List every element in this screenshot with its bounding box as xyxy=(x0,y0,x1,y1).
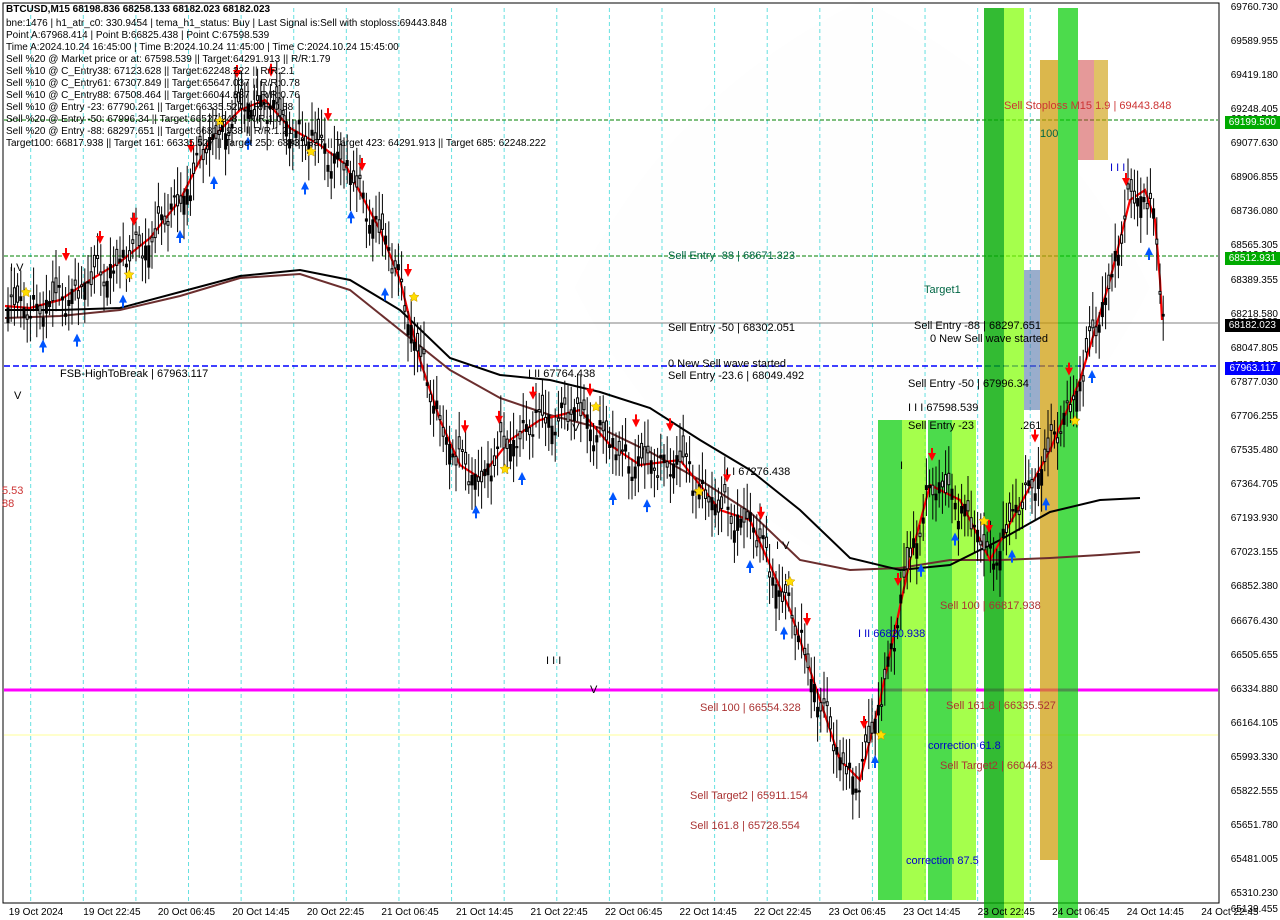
info-line: Sell %20 @ Entry -50: 67996.34 || Target… xyxy=(6,114,288,125)
info-line: bne:1476 | h1_atr_c0: 330.9454 | tema_h1… xyxy=(6,18,447,29)
y-axis-tick: 66852.380 xyxy=(1231,581,1278,592)
y-axis-tick: 66334.880 xyxy=(1231,684,1278,695)
y-axis-tick: 65481.005 xyxy=(1231,854,1278,865)
y-axis-tick: 66505.655 xyxy=(1231,650,1278,661)
x-axis-tick: 19 Oct 2024 xyxy=(9,907,63,918)
y-axis-tick: 69760.730 xyxy=(1231,2,1278,13)
y-axis-tick: 66676.430 xyxy=(1231,616,1278,627)
y-axis-tick: 67193.930 xyxy=(1231,513,1278,524)
y-axis-tick: 68906.855 xyxy=(1231,172,1278,183)
y-axis-tick: 67023.155 xyxy=(1231,547,1278,558)
y-axis-tick: 69077.630 xyxy=(1231,138,1278,149)
info-line: Target100: 66817.938 || Target 161: 6633… xyxy=(6,138,546,149)
chart-annotation: Sell 100 | 66554.328 xyxy=(700,702,801,714)
chart-annotation: I I I xyxy=(546,655,561,667)
chart-annotation: 88 xyxy=(2,498,14,510)
chart-annotation: Sell 100 | 66817.938 xyxy=(940,600,1041,612)
y-axis-tick: 69589.955 xyxy=(1231,36,1278,47)
y-axis-tick: 65310.230 xyxy=(1231,888,1278,899)
x-axis-tick: 22 Oct 14:45 xyxy=(680,907,737,918)
chart-annotation: Sell 161.8 | 65728.554 xyxy=(690,820,800,832)
chart-annotation: I I I xyxy=(1110,162,1125,174)
chart-annotation: Target1 xyxy=(924,284,961,296)
x-axis-tick: 20 Oct 06:45 xyxy=(158,907,215,918)
price-tag: 69199.500 xyxy=(1225,116,1280,129)
x-axis-tick: 23 Oct 22:45 xyxy=(978,907,1035,918)
chart-annotation: Sell Entry -50 | 68302.051 xyxy=(668,322,795,334)
chart-annotation: Sell Entry -23 xyxy=(908,420,974,432)
y-axis-tick: 67364.705 xyxy=(1231,479,1278,490)
chart-annotation: Sell Target2 | 65911.154 xyxy=(690,790,808,802)
chart-annotation: 0 New Sell wave started xyxy=(930,333,1048,345)
y-axis-tick: 65822.555 xyxy=(1231,786,1278,797)
info-line: Sell %10 @ Entry -23: 67790.261 || Targe… xyxy=(6,102,293,113)
y-axis-tick: 67535.480 xyxy=(1231,445,1278,456)
chart-annotation: FSB-HighToBreak | 67963.117 xyxy=(60,368,208,380)
x-axis-tick: 21 Oct 14:45 xyxy=(456,907,513,918)
chart-annotation: I V xyxy=(776,540,789,552)
price-tag: 68182.023 xyxy=(1225,319,1280,332)
x-axis-tick: 19 Oct 22:45 xyxy=(83,907,140,918)
info-line: Time A:2024.10.24 16:45:00 | Time B:2024… xyxy=(6,42,399,53)
price-tag: 68512.931 xyxy=(1225,252,1280,265)
info-line: Sell %10 @ C_Entry38: 67123.628 || Targe… xyxy=(6,66,294,77)
chart-annotation: Sell Entry -23.6 | 68049.492 xyxy=(668,370,804,382)
y-axis-tick: 65993.330 xyxy=(1231,752,1278,763)
chart-annotation: 5.53 xyxy=(2,485,23,497)
y-axis-tick: 67877.030 xyxy=(1231,377,1278,388)
chart-annotation: correction 87.5 xyxy=(906,855,979,867)
chart-annotation: I I 67276.438 xyxy=(726,466,790,478)
chart-annotation: Sell 161.8 | 66335.527 xyxy=(946,700,1056,712)
x-axis-tick: 21 Oct 22:45 xyxy=(530,907,587,918)
x-axis-tick: 23 Oct 06:45 xyxy=(829,907,886,918)
x-axis-tick: 20 Oct 14:45 xyxy=(232,907,289,918)
chart-annotation: V xyxy=(590,684,597,696)
info-line: Point A:67968.414 | Point B:66825.438 | … xyxy=(6,30,269,41)
chart-annotation: Sell Target2 | 66044.83 xyxy=(940,760,1053,772)
info-line: Sell %20 @ Entry -88: 68297.651 || Targe… xyxy=(6,126,293,137)
info-line: Sell %20 @ Market price or at: 67598.539… xyxy=(6,54,330,65)
chart-annotation: Sell Stoploss M15 1.9 | 69443.848 xyxy=(1004,100,1171,112)
info-line: Sell %10 @ C_Entry61: 67307.849 || Targe… xyxy=(6,78,300,89)
chart-annotation: .261 xyxy=(1020,420,1041,432)
y-axis-tick: 68389.355 xyxy=(1231,275,1278,286)
x-axis-tick: 22 Oct 22:45 xyxy=(754,907,811,918)
x-axis-tick: 21 Oct 06:45 xyxy=(381,907,438,918)
price-tag: 67963.117 xyxy=(1225,362,1280,375)
chart-title: BTCUSD,M15 68198.836 68258.133 68182.023… xyxy=(6,4,270,15)
x-axis-tick: 24 Oct 06:45 xyxy=(1052,907,1109,918)
chart-annotation: 100 xyxy=(1040,128,1058,140)
y-axis-tick: 66164.105 xyxy=(1231,718,1278,729)
y-axis-tick: 68047.805 xyxy=(1231,343,1278,354)
chart-annotation: I I I 67598.539 xyxy=(908,402,978,414)
chart-annotation: I V xyxy=(566,422,579,434)
chart-annotation: I II 67764.438 xyxy=(528,368,595,380)
chart-annotation: Sell Entry -88 | 68297.651 xyxy=(914,320,1041,332)
info-line: Sell %10 @ C_Entry88: 67508.464 || Targe… xyxy=(6,90,300,101)
chart-annotation: Sell Entry -50 | 67996.34 xyxy=(908,378,1029,390)
x-axis-tick: 24 Oct 14:45 xyxy=(1127,907,1184,918)
x-axis-tick: 22 Oct 06:45 xyxy=(605,907,662,918)
chart-annotation: I V xyxy=(10,262,23,274)
chart-annotation: I II 66820.938 xyxy=(858,628,925,640)
chart-annotation: I xyxy=(900,460,903,472)
x-axis-tick: 20 Oct 22:45 xyxy=(307,907,364,918)
y-axis-tick: 67706.255 xyxy=(1231,411,1278,422)
y-axis-tick: 68736.080 xyxy=(1231,206,1278,217)
chart-container[interactable]: MARKETZ TRADE BTCUSD,M15 68198.836 68258… xyxy=(0,0,1280,920)
y-axis-tick: 69419.180 xyxy=(1231,70,1278,81)
chart-annotation: V xyxy=(14,390,21,402)
chart-annotation: Sell Entry -88 | 68671.323 xyxy=(668,250,795,262)
chart-annotation: 0 New Sell wave started xyxy=(668,358,786,370)
chart-annotation: correction 61.8 xyxy=(928,740,1001,752)
y-axis-tick: 65651.780 xyxy=(1231,820,1278,831)
x-axis-tick: 23 Oct 14:45 xyxy=(903,907,960,918)
x-axis-tick: 24 Oct 22:45 xyxy=(1201,907,1258,918)
